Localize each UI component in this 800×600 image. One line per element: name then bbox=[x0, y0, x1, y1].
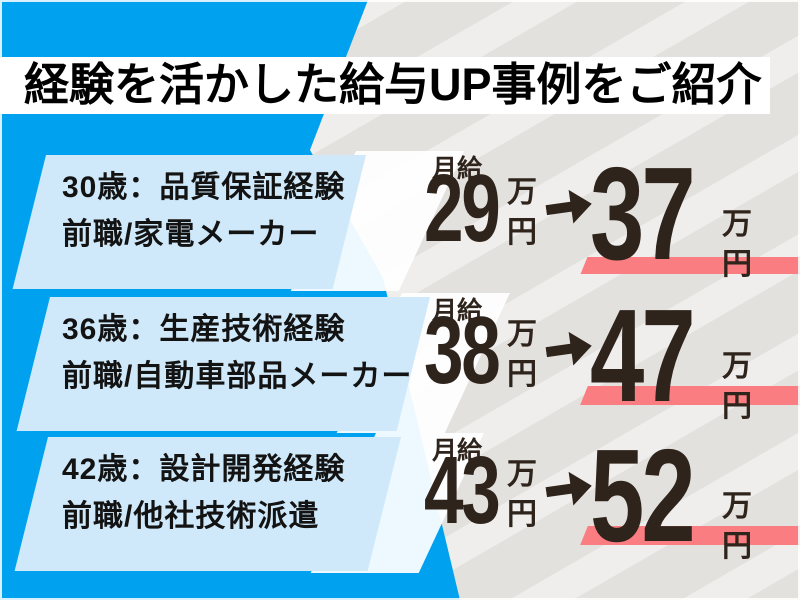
salary-label: 月給 bbox=[432, 437, 483, 465]
case-row: 30歳：品質保証経験 前職/家電メーカー 月給 29 万 円 37 万 円 bbox=[0, 148, 800, 318]
unit-man: 万 bbox=[507, 318, 537, 351]
unit-man: 万 bbox=[722, 350, 752, 383]
salary-after: 37 bbox=[590, 140, 696, 287]
case-description: 42歳：設計開発経験 前職/他社技術派遣 bbox=[62, 446, 345, 540]
unit-yen: 円 bbox=[507, 358, 537, 391]
salary-label: 月給 bbox=[432, 297, 483, 325]
unit-before: 万 円 bbox=[507, 173, 537, 253]
arrow-right-icon bbox=[544, 469, 594, 509]
unit-yen: 円 bbox=[722, 390, 752, 423]
unit-after: 万 円 bbox=[722, 487, 752, 567]
salary-after: 47 bbox=[590, 282, 696, 429]
case-row: 42歳：設計開発経験 前職/他社技術派遣 月給 43 万 円 52 万 円 bbox=[0, 430, 800, 600]
unit-after: 万 円 bbox=[722, 347, 752, 427]
unit-yen: 円 bbox=[507, 498, 537, 531]
unit-man: 万 bbox=[507, 176, 537, 209]
salary-after: 52 bbox=[590, 422, 696, 569]
unit-after: 万 円 bbox=[722, 205, 752, 285]
arrow-right-icon bbox=[544, 187, 594, 227]
unit-man: 万 bbox=[722, 490, 752, 523]
case-description: 30歳：品質保証経験 前職/家電メーカー bbox=[62, 164, 345, 258]
salary-label: 月給 bbox=[432, 155, 483, 183]
case-line-2: 前職/家電メーカー bbox=[62, 218, 320, 251]
unit-yen: 円 bbox=[722, 530, 752, 563]
case-line-1: 42歳：設計開発経験 bbox=[62, 453, 346, 486]
title-banner: 経験を活かした給与UP事例をご紹介 bbox=[0, 57, 770, 114]
unit-man: 万 bbox=[722, 208, 752, 241]
unit-yen: 円 bbox=[722, 248, 752, 281]
page-title: 経験を活かした給与UP事例をご紹介 bbox=[24, 59, 762, 110]
case-line-2: 前職/他社技術派遣 bbox=[62, 500, 320, 533]
unit-before: 万 円 bbox=[507, 455, 537, 535]
unit-before: 万 円 bbox=[507, 315, 537, 395]
salary-before: 38 bbox=[424, 297, 501, 404]
case-line-2: 前職/自動車部品メーカー bbox=[62, 360, 413, 393]
case-line-1: 36歳：生産技術経験 bbox=[62, 313, 346, 346]
case-description: 36歳：生産技術経験 前職/自動車部品メーカー bbox=[62, 306, 412, 400]
unit-yen: 円 bbox=[507, 216, 537, 249]
arrow-right-icon bbox=[544, 329, 594, 369]
case-row: 36歳：生産技術経験 前職/自動車部品メーカー 月給 38 万 円 47 万 円 bbox=[0, 290, 800, 460]
salary-before: 29 bbox=[424, 155, 501, 262]
case-line-1: 30歳：品質保証経験 bbox=[62, 171, 346, 204]
salary-before: 43 bbox=[424, 437, 501, 544]
unit-man: 万 bbox=[507, 458, 537, 491]
